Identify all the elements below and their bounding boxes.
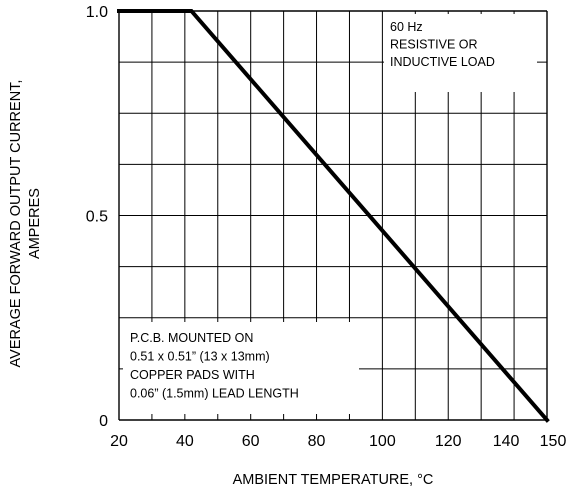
grid-lines: [118, 10, 548, 421]
x-tick-label: 60: [242, 433, 260, 450]
x-tick-label: 150: [540, 433, 567, 450]
annotation-text: INDUCTIVE LOAD: [390, 55, 495, 69]
annotation-boxes: 60 Hz RESISTIVE OR INDUCTIVE LOAD P.C.B. MO…: [123, 14, 537, 414]
axis-titles: AMBIENT TEMPERATURE, °C AVERAGE FORWARD O…: [8, 80, 433, 488]
derating-curve: [117, 9, 550, 423]
y-tick-label: 0: [99, 413, 108, 430]
annotation-text: RESISTIVE OR: [390, 38, 478, 52]
annotation-box: [384, 14, 537, 92]
data-series: [117, 9, 550, 423]
y-axis-title: AVERAGE FORWARD OUTPUT CURRENT,: [8, 80, 24, 368]
annotation-text: 0.51 x 0.51” (13 x 13mm): [130, 350, 270, 364]
annotation-text: 0.06” (1.5mm) LEAD LENGTH: [130, 387, 299, 401]
annotation-box: [123, 322, 359, 414]
x-tick-label: 40: [176, 433, 194, 450]
tick-labels: 20 40 60 80 100 120 140 150 0 0.5 1.0: [86, 4, 567, 450]
y-tick-label: 1.0: [86, 4, 108, 21]
x-axis-title: AMBIENT TEMPERATURE, °C: [233, 472, 434, 488]
y-tick-label: 0.5: [86, 209, 108, 226]
x-tick-label: 140: [493, 433, 520, 450]
annotation-text: COPPER PADS WITH: [130, 368, 255, 382]
y-axis-title: AMPERES: [27, 188, 43, 259]
x-tick-label: 80: [308, 433, 326, 450]
x-tick-label: 100: [369, 433, 396, 450]
annotation-text: 60 Hz: [390, 20, 423, 34]
x-tick-label: 20: [110, 433, 128, 450]
annotation-text: P.C.B. MOUNTED ON: [130, 331, 253, 345]
x-tick-label: 120: [435, 433, 462, 450]
